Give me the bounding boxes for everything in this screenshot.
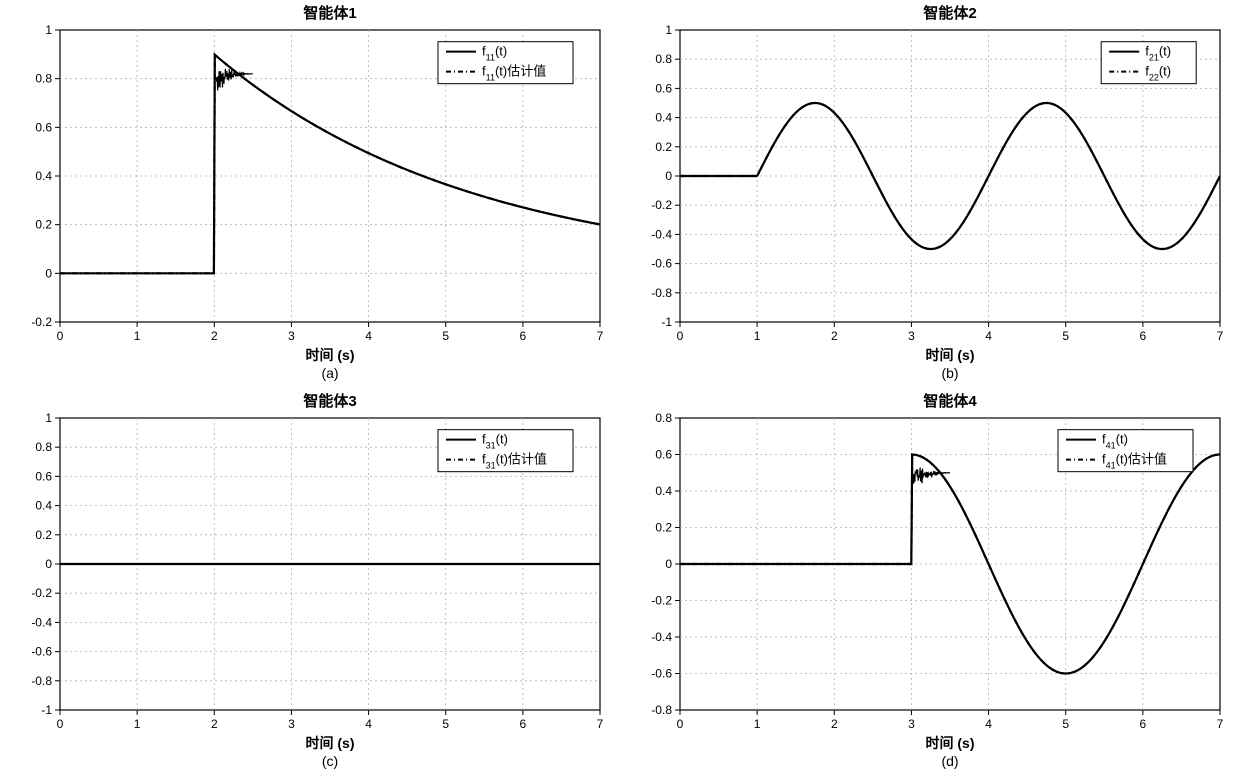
x-tick-label: 0: [677, 329, 684, 343]
legend: f11(t)f11(t)估计值: [438, 42, 573, 84]
x-tick-label: 0: [57, 329, 64, 343]
y-tick-label: 0: [665, 557, 672, 571]
x-tick-label: 2: [831, 717, 838, 731]
x-tick-label: 6: [1140, 329, 1147, 343]
y-tick-label: -0.2: [651, 198, 672, 212]
panel-c: 智能体3 0 1 2 3 4 5 6 7 -1 -0.8 -0.6 -0.4 -0.2 0 0.2 0.4 0.6…: [0, 388, 620, 775]
y-tick-label: 1: [665, 23, 672, 37]
subplot-label: (b): [941, 365, 958, 381]
y-tick-label: 0.4: [35, 498, 52, 512]
x-tick-label: 3: [288, 329, 295, 343]
chart-title: 智能体2: [923, 4, 976, 22]
legend: f41(t)f41(t)估计值: [1058, 429, 1193, 471]
y-tick-label: -0.6: [651, 257, 672, 271]
y-tick-label: -1: [661, 315, 672, 329]
y-tick-label: -0.2: [651, 593, 672, 607]
x-tick-label: 6: [520, 329, 527, 343]
y-tick-label: -0.8: [651, 286, 672, 300]
y-tick-label: -0.8: [31, 673, 52, 687]
y-tick-label: 0.6: [35, 469, 52, 483]
x-tick-label: 1: [754, 329, 761, 343]
y-tick-label: -0.4: [651, 227, 672, 241]
x-tick-label: 5: [1062, 329, 1069, 343]
transient-noise: [911, 467, 950, 483]
chart-title: 智能体1: [303, 4, 356, 22]
legend: f21(t)f22(t): [1101, 42, 1196, 84]
subplot-label: (d): [941, 753, 958, 769]
x-tick-label: 1: [754, 717, 761, 731]
x-tick-label: 7: [597, 329, 604, 343]
x-tick-label: 7: [1217, 717, 1224, 731]
y-tick-label: 0: [45, 266, 52, 280]
x-axis-label: 时间 (s): [926, 347, 975, 363]
y-tick-label: 0.8: [655, 411, 672, 425]
series-f11: [60, 55, 600, 274]
y-tick-label: 0.4: [655, 111, 672, 125]
x-tick-label: 5: [442, 329, 449, 343]
y-tick-label: -0.4: [651, 630, 672, 644]
x-tick-label: 0: [677, 717, 684, 731]
y-tick-label: 0.2: [655, 140, 672, 154]
x-axis-label: 时间 (s): [926, 735, 975, 751]
y-tick-label: -0.6: [31, 644, 52, 658]
y-tick-label: 0.6: [35, 120, 52, 134]
y-tick-label: -0.8: [651, 703, 672, 717]
x-tick-label: 1: [134, 717, 141, 731]
x-tick-label: 3: [908, 717, 915, 731]
y-tick-label: -0.6: [651, 666, 672, 680]
x-tick-label: 4: [365, 329, 372, 343]
y-tick-label: 1: [45, 23, 52, 37]
chart-title: 智能体3: [303, 392, 356, 410]
y-tick-label: 0.8: [35, 440, 52, 454]
y-tick-label: -0.2: [31, 315, 52, 329]
y-tick-label: 0: [665, 169, 672, 183]
x-tick-label: 0: [57, 717, 64, 731]
x-tick-label: 5: [442, 717, 449, 731]
y-tick-label: 0.6: [655, 81, 672, 95]
y-tick-label: 0.4: [35, 169, 52, 183]
x-tick-label: 6: [520, 717, 527, 731]
x-tick-label: 7: [597, 717, 604, 731]
y-tick-label: 1: [45, 411, 52, 425]
x-tick-label: 3: [288, 717, 295, 731]
y-tick-label: 0.2: [655, 520, 672, 534]
y-tick-label: 0.2: [35, 527, 52, 541]
panel-a: 智能体1 0 1 2 3 4 5 6 7 -0.2 0 0.2 0.4 0.6 0.8 1 时间 (s) (a) f…: [0, 0, 620, 388]
y-tick-label: -0.2: [31, 586, 52, 600]
x-tick-label: 2: [211, 717, 218, 731]
y-tick-label: 0.8: [655, 52, 672, 66]
x-tick-label: 4: [985, 329, 992, 343]
series-f11_est: [60, 55, 600, 274]
panel-grid: 智能体1 0 1 2 3 4 5 6 7 -0.2 0 0.2 0.4 0.6 0.8 1 时间 (s) (a) f…: [0, 0, 1240, 775]
y-tick-label: 0.8: [35, 72, 52, 86]
y-tick-label: 0: [45, 557, 52, 571]
x-tick-label: 7: [1217, 329, 1224, 343]
y-tick-label: 0.6: [655, 447, 672, 461]
x-tick-label: 6: [1140, 717, 1147, 731]
y-tick-label: -1: [41, 703, 52, 717]
x-tick-label: 4: [365, 717, 372, 731]
chart-title: 智能体4: [923, 392, 977, 410]
y-tick-label: 0.2: [35, 218, 52, 232]
panel-d: 智能体4 0 1 2 3 4 5 6 7 -0.8 -0.6 -0.4 -0.2 0 0.2 0.4 0.6 0.…: [620, 388, 1240, 775]
x-tick-label: 4: [985, 717, 992, 731]
x-axis-label: 时间 (s): [306, 735, 355, 751]
panel-b: 智能体2 0 1 2 3 4 5 6 7 -1 -0.8 -0.6 -0.4 -0.2 0 0.2 0.4 0.6…: [620, 0, 1240, 388]
x-tick-label: 2: [831, 329, 838, 343]
x-tick-label: 2: [211, 329, 218, 343]
x-axis-label: 时间 (s): [306, 347, 355, 363]
legend: f31(t)f31(t)估计值: [438, 429, 573, 471]
x-tick-label: 1: [134, 329, 141, 343]
y-tick-label: -0.4: [31, 615, 52, 629]
x-tick-label: 5: [1062, 717, 1069, 731]
x-tick-label: 3: [908, 329, 915, 343]
y-tick-label: 0.4: [655, 484, 672, 498]
subplot-label: (c): [322, 753, 338, 769]
subplot-label: (a): [321, 365, 338, 381]
